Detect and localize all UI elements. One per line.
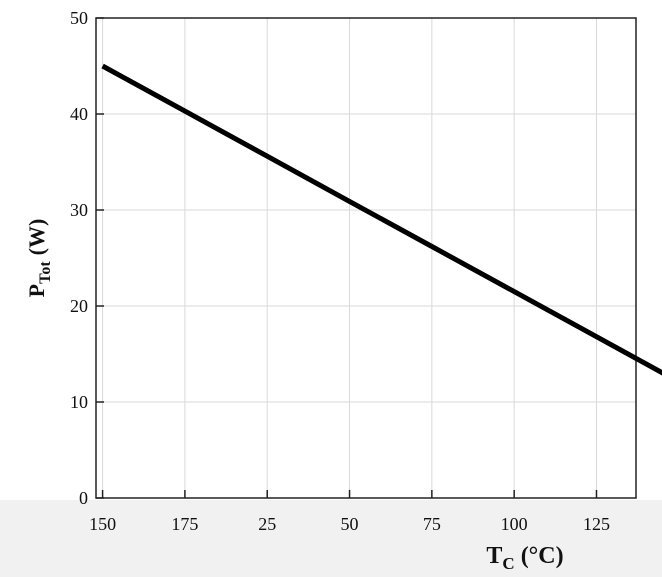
x-tick-label: 50 (341, 514, 359, 534)
y-tick-label: 40 (70, 104, 88, 124)
x-axis-title-main: T (486, 543, 502, 569)
series-line (103, 66, 662, 402)
y-axis-title-unit: (W) (24, 219, 49, 256)
y-tick-label: 50 (70, 8, 88, 28)
x-tick-label: 150 (89, 514, 116, 534)
y-tick-label: 20 (70, 296, 88, 316)
plot-frame (96, 18, 636, 498)
x-axis-title: TC (°C) (486, 543, 563, 573)
y-axis-title-main: P (24, 284, 49, 297)
y-tick-label: 0 (79, 488, 88, 508)
x-tick-label: 175 (171, 514, 198, 534)
grid (96, 18, 636, 498)
x-tick-label: 75 (423, 514, 441, 534)
x-tick-label: 100 (501, 514, 528, 534)
x-axis-title-sub: C (502, 554, 514, 573)
y-tick-label: 30 (70, 200, 88, 220)
y-tick-label: 10 (70, 392, 88, 412)
y-axis-title-sub: Tot (37, 261, 54, 284)
x-tick-label: 125 (583, 514, 610, 534)
x-tick-label: 25 (258, 514, 276, 534)
x-axis-title-unit: (°C) (521, 543, 564, 569)
y-axis: 50 40 30 20 10 0 (70, 8, 104, 508)
y-axis-title: PTot (W) (24, 219, 54, 298)
